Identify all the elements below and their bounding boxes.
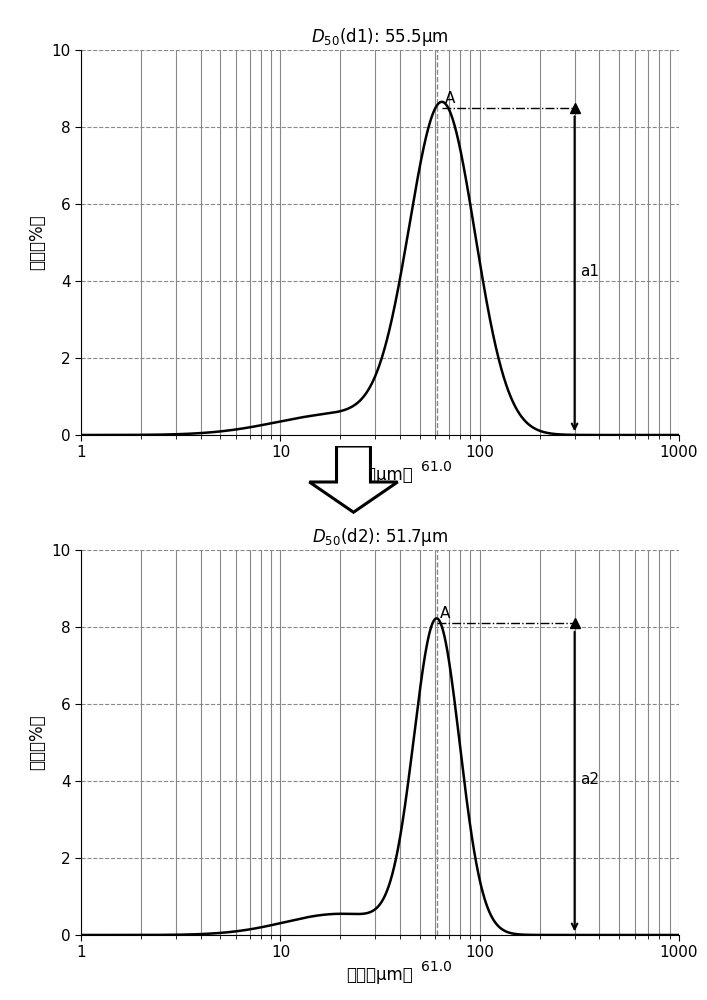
Y-axis label: 頻率【%】: 頻率【%】	[28, 715, 46, 770]
Text: a2: a2	[580, 772, 600, 787]
Y-axis label: 頻率【%】: 頻率【%】	[28, 215, 46, 270]
X-axis label: 粒度【μm】: 粒度【μm】	[346, 466, 414, 484]
Text: 61.0: 61.0	[421, 460, 452, 474]
Text: 61.0: 61.0	[421, 960, 452, 974]
Text: a1: a1	[580, 264, 600, 279]
Title: $D_{50}$(d1): 55.5μm: $D_{50}$(d1): 55.5μm	[311, 26, 449, 48]
FancyArrow shape	[310, 446, 397, 512]
Text: A: A	[445, 91, 455, 106]
Title: $D_{50}$(d2): 51.7μm: $D_{50}$(d2): 51.7μm	[312, 526, 448, 548]
X-axis label: 粒度【μm】: 粒度【μm】	[346, 966, 414, 984]
Text: A: A	[440, 606, 450, 621]
